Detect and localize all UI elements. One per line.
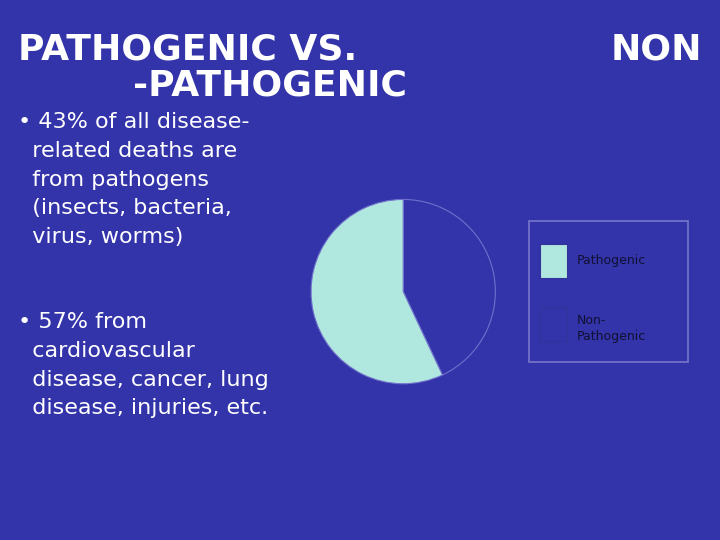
Wedge shape xyxy=(311,199,442,384)
Text: NON: NON xyxy=(611,32,702,66)
Text: • 43% of all disease-
  related deaths are
  from pathogens
  (insects, bacteria: • 43% of all disease- related deaths are… xyxy=(18,112,250,247)
Text: • 57% from
  cardiovascular
  disease, cancer, lung
  disease, injuries, etc.: • 57% from cardiovascular disease, cance… xyxy=(18,312,269,419)
Wedge shape xyxy=(403,199,495,375)
Text: Non-
Pathogenic: Non- Pathogenic xyxy=(577,314,646,342)
Text: -PATHOGENIC: -PATHOGENIC xyxy=(133,68,407,102)
Text: PATHOGENIC VS.: PATHOGENIC VS. xyxy=(18,32,357,66)
Bar xyxy=(540,244,567,278)
Text: Pathogenic: Pathogenic xyxy=(577,254,646,267)
Bar xyxy=(540,307,567,341)
